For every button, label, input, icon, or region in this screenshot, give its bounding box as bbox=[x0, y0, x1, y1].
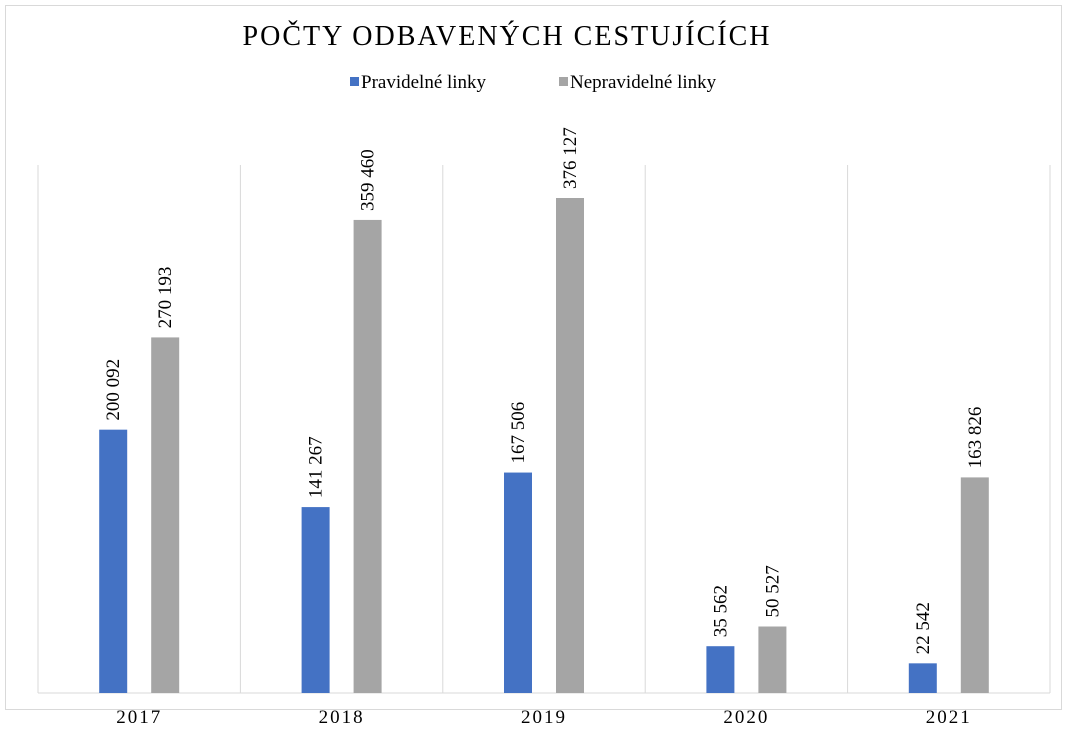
x-tick-label: 2017 bbox=[116, 707, 162, 728]
bar bbox=[99, 429, 128, 693]
bar bbox=[151, 337, 180, 693]
bar bbox=[960, 477, 989, 693]
data-label: 200 092 bbox=[103, 359, 124, 421]
data-label: 22 542 bbox=[913, 602, 934, 654]
data-label: 163 826 bbox=[965, 407, 986, 469]
data-label: 35 562 bbox=[710, 585, 731, 637]
bar bbox=[758, 626, 787, 693]
data-label: 50 527 bbox=[762, 565, 783, 617]
legend-label: Pravidelné linky bbox=[361, 72, 487, 93]
data-label: 359 460 bbox=[358, 149, 379, 211]
bar bbox=[353, 219, 382, 694]
bar bbox=[908, 663, 937, 693]
bar bbox=[556, 198, 584, 693]
data-label: 376 127 bbox=[560, 127, 581, 189]
bar bbox=[706, 646, 735, 693]
bar bbox=[301, 507, 330, 693]
legend-swatch bbox=[559, 77, 568, 86]
data-label: 167 506 bbox=[508, 402, 529, 464]
data-label: 270 193 bbox=[155, 267, 176, 329]
bar bbox=[504, 472, 532, 693]
data-label: 141 267 bbox=[306, 436, 327, 498]
x-tick-label: 2021 bbox=[926, 707, 972, 728]
x-tick-label: 2020 bbox=[723, 707, 769, 728]
x-tick-label: 2018 bbox=[319, 707, 365, 728]
x-tick-label: 2019 bbox=[521, 707, 567, 728]
legend-swatch bbox=[350, 77, 359, 86]
chart-frame bbox=[5, 5, 1062, 710]
legend-label: Nepravidelné linky bbox=[570, 72, 717, 93]
chart-title: POČTY ODBAVENÝCH CESTUJÍCÍCH bbox=[243, 21, 772, 52]
